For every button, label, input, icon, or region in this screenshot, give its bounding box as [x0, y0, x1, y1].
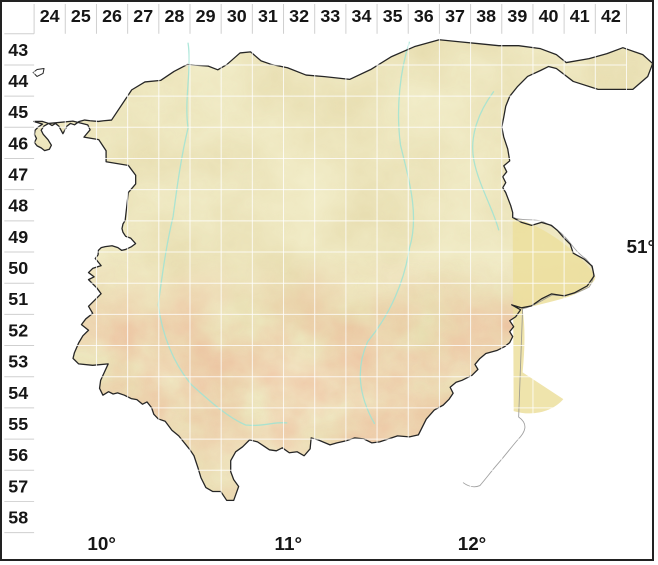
svg-text:43: 43	[8, 40, 28, 60]
svg-text:36: 36	[414, 6, 434, 26]
svg-text:35: 35	[383, 6, 403, 26]
svg-text:58: 58	[8, 507, 28, 527]
svg-text:34: 34	[352, 6, 372, 26]
svg-text:51°: 51°	[627, 236, 654, 257]
svg-text:31: 31	[258, 6, 278, 26]
svg-text:27: 27	[133, 6, 153, 26]
svg-text:42: 42	[601, 6, 621, 26]
svg-text:56: 56	[8, 445, 28, 465]
svg-text:49: 49	[8, 227, 28, 247]
svg-text:29: 29	[196, 6, 216, 26]
svg-text:24: 24	[40, 6, 60, 26]
svg-text:39: 39	[507, 6, 527, 26]
svg-text:53: 53	[8, 352, 28, 372]
svg-text:55: 55	[8, 414, 28, 434]
svg-text:32: 32	[289, 6, 309, 26]
svg-text:40: 40	[539, 6, 559, 26]
svg-text:30: 30	[227, 6, 247, 26]
svg-text:54: 54	[8, 383, 28, 403]
svg-text:33: 33	[320, 6, 340, 26]
svg-text:37: 37	[445, 6, 465, 26]
svg-text:44: 44	[8, 71, 28, 91]
svg-text:25: 25	[71, 6, 91, 26]
svg-text:50: 50	[8, 258, 28, 278]
svg-text:41: 41	[570, 6, 590, 26]
svg-text:45: 45	[8, 102, 28, 122]
svg-text:57: 57	[8, 476, 28, 496]
svg-text:10°: 10°	[87, 533, 116, 554]
svg-text:47: 47	[8, 165, 28, 185]
svg-text:48: 48	[8, 196, 28, 216]
svg-text:46: 46	[8, 133, 28, 153]
svg-text:12°: 12°	[458, 533, 487, 554]
svg-text:38: 38	[476, 6, 496, 26]
svg-text:11°: 11°	[275, 533, 302, 554]
svg-text:26: 26	[102, 6, 122, 26]
svg-text:51: 51	[8, 289, 28, 309]
svg-text:28: 28	[164, 6, 184, 26]
svg-text:52: 52	[8, 320, 28, 340]
